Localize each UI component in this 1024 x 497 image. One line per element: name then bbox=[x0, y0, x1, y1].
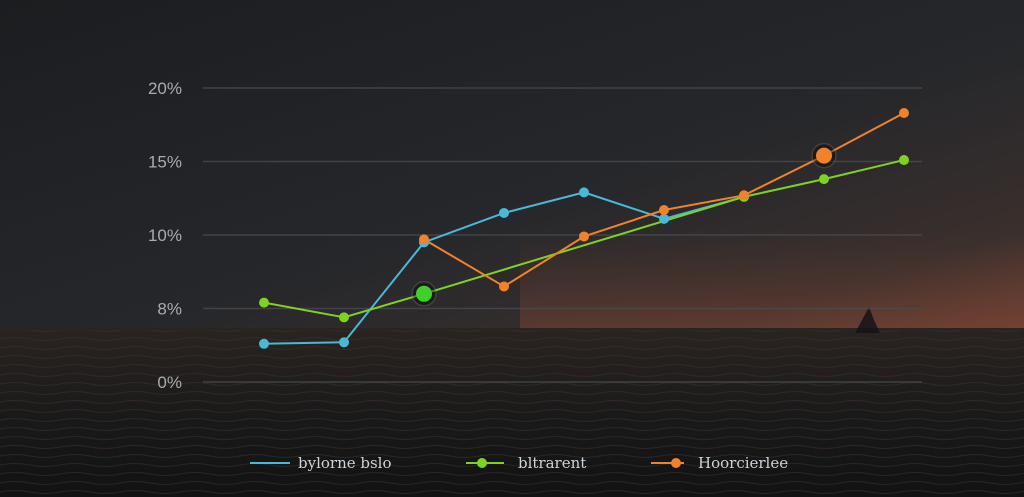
data-point-series-1 bbox=[659, 213, 669, 224]
data-point-series-2 bbox=[819, 174, 829, 185]
legend-item-series-2[interactable]: bltrarent bbox=[466, 454, 586, 472]
y-tick-label: 8% bbox=[157, 300, 182, 319]
data-point-series-3 bbox=[659, 205, 669, 216]
y-tick-label: 15% bbox=[148, 153, 182, 172]
data-point-series-3 bbox=[419, 234, 429, 245]
legend-item-series-1[interactable]: bylorne bslo bbox=[250, 454, 392, 472]
y-gridlines bbox=[203, 87, 922, 383]
data-point-series-1 bbox=[339, 337, 349, 348]
sea-waves bbox=[0, 330, 1024, 497]
legend-marker-series-2 bbox=[477, 458, 487, 468]
data-point-series-1 bbox=[579, 187, 589, 198]
legend-item-series-3[interactable]: Hoorcierlee bbox=[651, 454, 788, 472]
legend-label-series-2: bltrarent bbox=[518, 454, 586, 472]
y-tick-label: 10% bbox=[148, 226, 182, 245]
sailboat-silhouette bbox=[855, 307, 880, 333]
legend-marker-series-3 bbox=[671, 458, 681, 468]
data-point-series-1 bbox=[499, 207, 509, 218]
highlighted-data-point bbox=[416, 285, 432, 302]
highlighted-data-point bbox=[816, 147, 832, 164]
y-axis-tick-labels: 0% 8% 10% 15% 20% bbox=[148, 79, 182, 392]
horizon-glow bbox=[520, 230, 1024, 330]
data-point-series-1 bbox=[259, 338, 269, 349]
data-point-series-2 bbox=[339, 312, 349, 323]
data-point-series-3 bbox=[739, 190, 749, 201]
y-tick-label: 20% bbox=[148, 79, 182, 98]
data-point-series-2 bbox=[899, 155, 909, 166]
data-point-series-3 bbox=[579, 231, 589, 242]
data-point-series-3 bbox=[499, 281, 509, 292]
y-tick-label: 0% bbox=[157, 373, 182, 392]
series-points bbox=[259, 107, 909, 349]
data-point-series-3 bbox=[899, 107, 909, 118]
legend-label-series-3: Hoorcierlee bbox=[698, 454, 788, 472]
legend-label-series-1: bylorne bslo bbox=[298, 454, 392, 472]
legend: bylorne bslo bltrarent Hoorcierlee bbox=[250, 454, 788, 472]
data-point-series-2 bbox=[259, 297, 269, 308]
